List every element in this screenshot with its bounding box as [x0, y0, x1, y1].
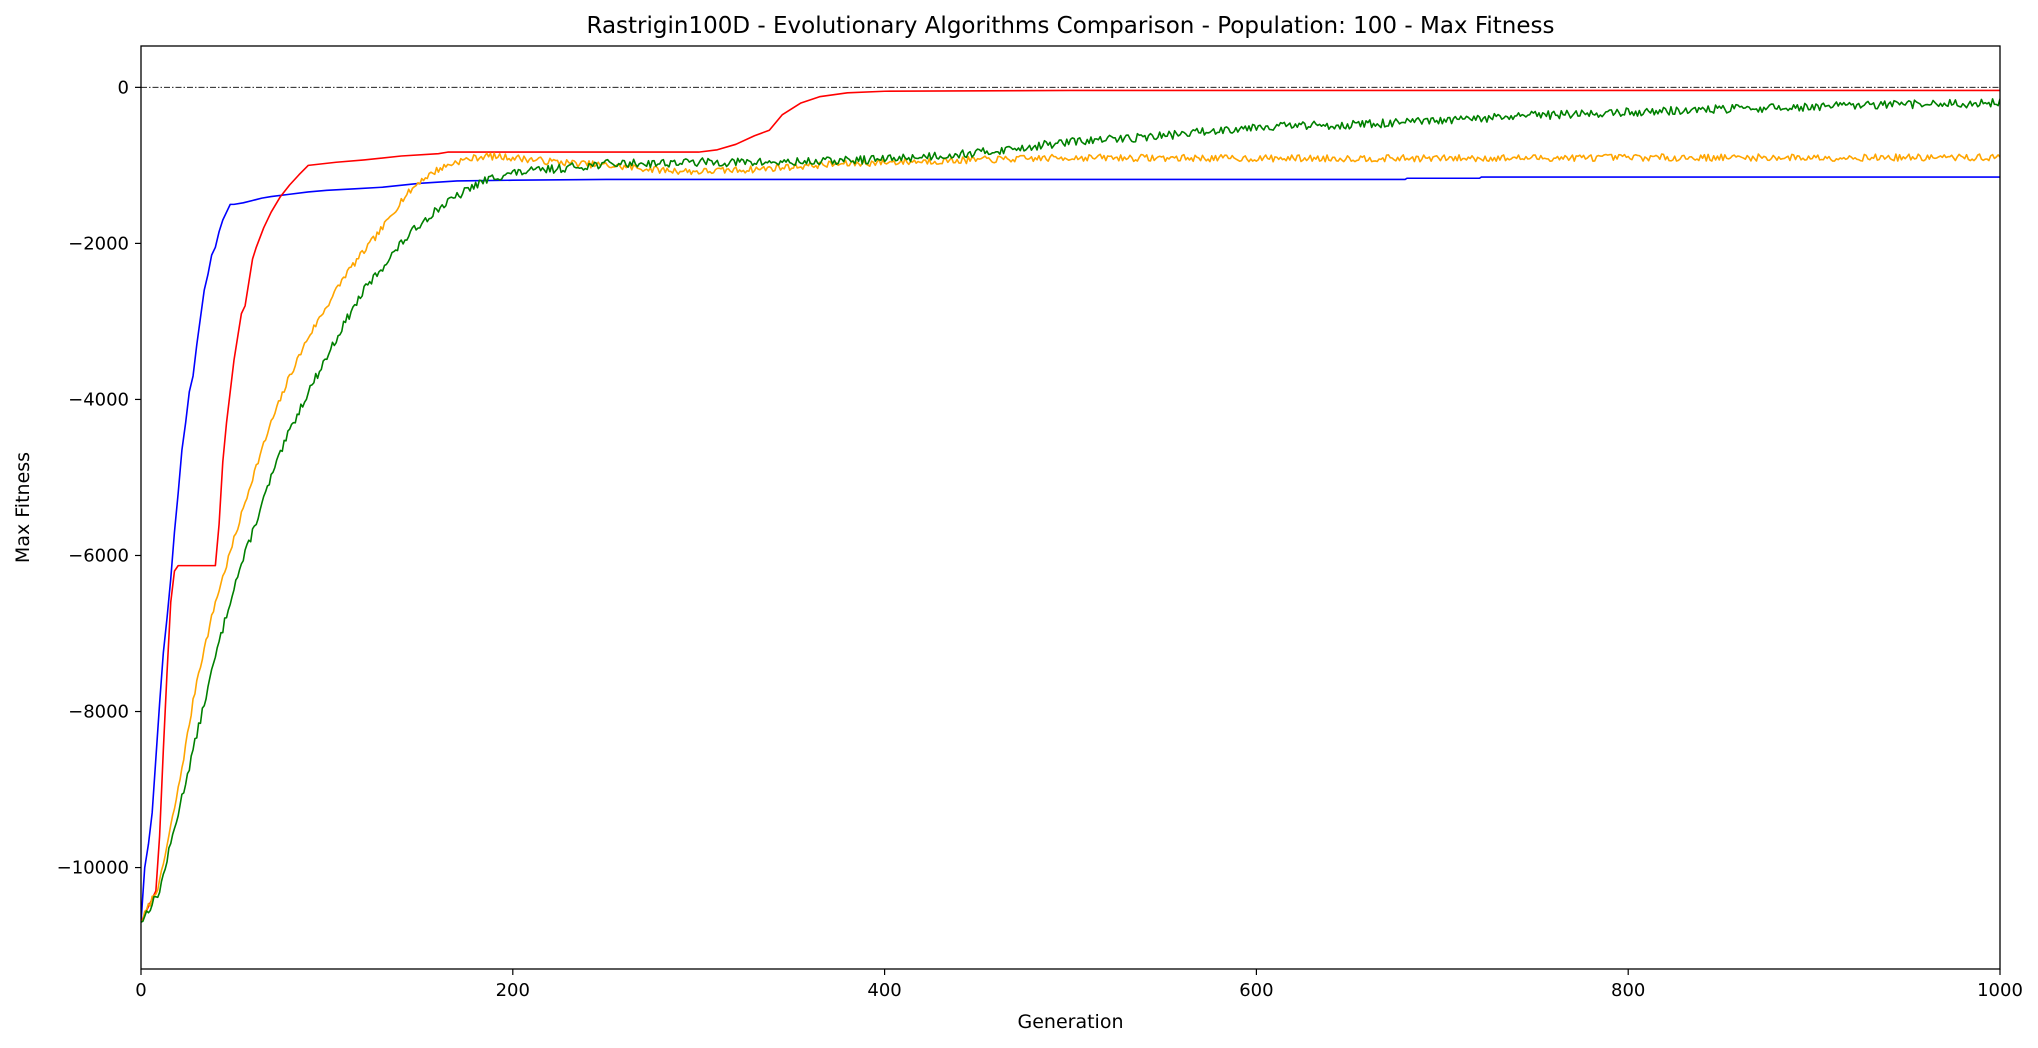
x-tick-label: 800	[1611, 980, 1645, 1001]
y-tick-label: −6000	[68, 545, 129, 566]
y-tick-label: −10000	[57, 858, 129, 879]
axes-layer: 0 200 400 600 800 1000 0 −2000 −4000 −6000 −8000 −1…	[57, 45, 2023, 1001]
series-line-3	[141, 152, 2000, 923]
y-tick-label: −2000	[68, 233, 129, 254]
series-layer	[141, 86, 2000, 923]
y-axis-label: Max Fitness	[12, 452, 34, 563]
chart-title: Rastrigin100D - Evolutionary Algorithms …	[586, 13, 1554, 39]
y-tick-label: −8000	[68, 702, 129, 723]
series-line-4	[141, 98, 2000, 923]
plot-frame	[140, 45, 2001, 970]
y-tick-label: 0	[118, 77, 129, 98]
x-tick-label: 400	[867, 980, 901, 1001]
x-tick-label: 600	[1239, 980, 1273, 1001]
x-tick-label: 1000	[1977, 980, 2023, 1001]
x-tick-label: 200	[496, 980, 530, 1001]
series-line-2	[141, 89, 2000, 923]
x-tick-label: 0	[135, 980, 146, 1001]
x-axis-label: Generation	[1018, 1011, 1124, 1033]
series-line-1	[141, 176, 2000, 923]
y-tick-label: −4000	[68, 389, 129, 410]
